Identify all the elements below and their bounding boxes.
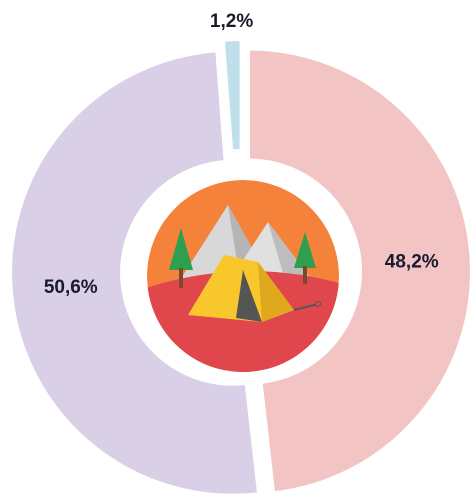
data-label: 50,6%	[44, 277, 98, 298]
donut-segment	[224, 40, 241, 150]
data-label: 1,2%	[210, 11, 253, 32]
camping-icon	[140, 180, 346, 380]
chart: 48,2% 50,6% 1,2%	[0, 0, 476, 504]
data-label: 48,2%	[385, 251, 439, 272]
